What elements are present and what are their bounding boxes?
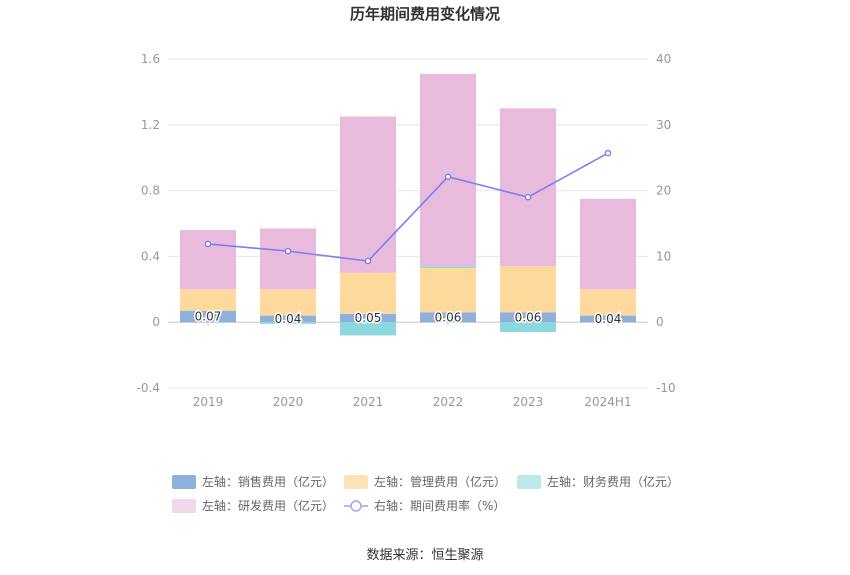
legend-label: 左轴：财务费用（亿元） (547, 474, 679, 489)
rate-point (364, 257, 372, 265)
chart-title: 历年期间费用变化情况 (350, 5, 500, 23)
legend-label: 左轴：研发费用（亿元） (202, 498, 334, 513)
right-tick-label: 30 (656, 118, 671, 132)
bar-segment (340, 116, 396, 273)
rate-point (284, 247, 292, 255)
legend-swatch (517, 475, 541, 489)
legend-label: 右轴：期间费用率（%） (374, 498, 505, 513)
rate-polyline (207, 152, 609, 262)
bar-segment (500, 266, 556, 313)
rate-line (204, 149, 612, 265)
right-tick-label: 10 (656, 249, 671, 263)
bar-segment (580, 315, 636, 323)
bar-segment (260, 322, 316, 324)
rate-point (524, 193, 532, 201)
x-tick-label: 2023 (513, 395, 544, 409)
legend-line-marker (350, 500, 362, 512)
bar-segment (420, 73, 476, 267)
bar-value-label: 0.07 (195, 309, 222, 323)
x-tick-label: 2020 (273, 395, 304, 409)
bar-segment (340, 313, 396, 323)
bar-segment (580, 198, 636, 290)
bar-value-label: 0.04 (595, 312, 622, 326)
left-tick-label: 0 (152, 315, 160, 329)
bar-segment (420, 266, 476, 268)
bars (180, 73, 636, 336)
legend-label: 左轴：销售费用（亿元） (202, 474, 334, 489)
bar-segment (500, 108, 556, 267)
left-tick-label: -0.4 (137, 381, 160, 395)
legend-label: 左轴：管理费用（亿元） (374, 474, 506, 489)
bar-segment (260, 228, 316, 290)
x-tick-label: 2019 (193, 395, 224, 409)
bar-value-label: 0.06 (435, 310, 462, 324)
bar-value-label: 0.06 (515, 310, 542, 324)
right-tick-label: 20 (656, 184, 671, 198)
bar-segment (180, 289, 236, 311)
grid-lines (168, 58, 648, 389)
right-tick-label: 0 (656, 315, 664, 329)
bar-segment (420, 312, 476, 323)
bar-segment (580, 289, 636, 316)
legend-swatch (172, 475, 196, 489)
left-tick-label: 0.8 (141, 184, 160, 198)
bar-labels: 0.07 0.04 0.05 0.06 0.06 0.04 (193, 308, 623, 327)
rate-point (204, 240, 212, 248)
left-tick-label: 1.6 (141, 52, 160, 66)
legend-swatch (172, 499, 196, 513)
bar-value-label: 0.04 (275, 312, 302, 326)
rate-point (444, 173, 452, 181)
bar-segment (340, 322, 396, 336)
data-source: 数据来源：恒生聚源 (366, 548, 483, 563)
right-tick-label: -10 (656, 381, 676, 395)
x-tick-label: 2024H1 (584, 395, 631, 409)
rate-point (604, 149, 612, 157)
axis-ticks: -0.4 0 0.4 0.8 1.2 1.6 -10 0 10 20 30 40 2019 2020 202… (137, 52, 676, 409)
legend-swatch (344, 475, 368, 489)
x-tick-label: 2021 (353, 395, 384, 409)
bar-segment (180, 310, 236, 323)
left-tick-label: 1.2 (141, 118, 160, 132)
left-tick-label: 0.4 (141, 249, 160, 263)
bar-segment (180, 230, 236, 290)
legend: 左轴：销售费用（亿元） 左轴：管理费用（亿元） 左轴：财务费用（亿元） 左轴：研发费用… (172, 474, 679, 513)
bar-segment (500, 322, 556, 333)
bar-value-label: 0.05 (355, 311, 382, 325)
bar-segment (260, 315, 316, 323)
bar-segment (340, 272, 396, 314)
bar-segment (420, 267, 476, 313)
x-tick-label: 2022 (433, 395, 464, 409)
bar-segment (500, 312, 556, 323)
bar-segment (260, 289, 316, 316)
right-tick-label: 40 (656, 52, 671, 66)
